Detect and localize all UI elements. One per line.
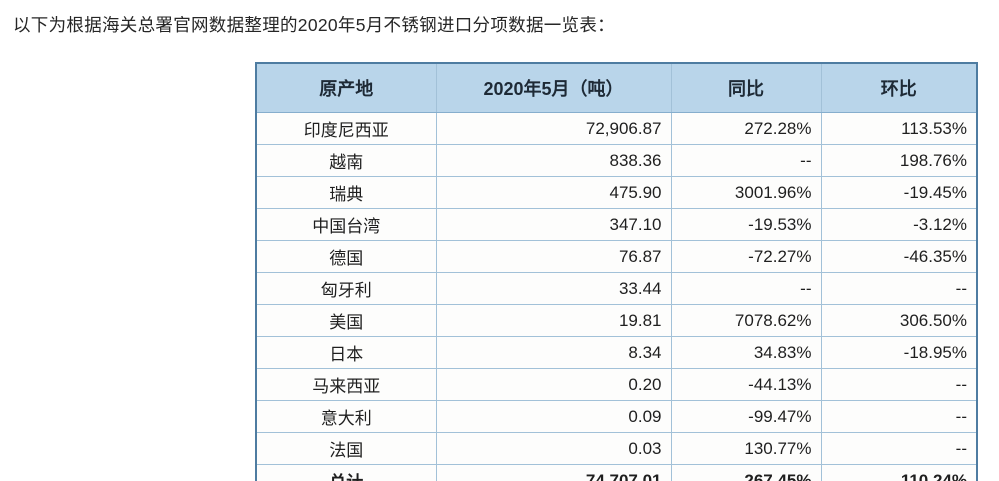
cell-mom: -18.95% xyxy=(820,336,978,369)
cell-yoy: -- xyxy=(670,272,822,305)
header-mom: 环比 xyxy=(820,62,978,113)
header-volume: 2020年5月（吨） xyxy=(435,62,672,113)
cell-yoy: -- xyxy=(670,144,822,177)
table-row: 越南 838.36 -- 198.76% xyxy=(255,144,978,177)
header-row: 原产地 2020年5月（吨） 同比 环比 xyxy=(255,62,978,113)
cell-origin: 德国 xyxy=(255,240,437,273)
cell-volume: 8.34 xyxy=(435,336,672,369)
total-origin: 总计 xyxy=(255,464,437,481)
cell-yoy: 272.28% xyxy=(670,112,822,145)
cell-mom: -- xyxy=(820,368,978,401)
cell-yoy: -72.27% xyxy=(670,240,822,273)
cell-volume: 19.81 xyxy=(435,304,672,337)
cell-mom: -46.35% xyxy=(820,240,978,273)
total-row: 总计 74,707.01 267.45% 110.24% xyxy=(255,464,978,481)
cell-mom: -- xyxy=(820,400,978,433)
cell-mom: -19.45% xyxy=(820,176,978,209)
cell-volume: 33.44 xyxy=(435,272,672,305)
header-origin: 原产地 xyxy=(255,62,437,113)
cell-origin: 瑞典 xyxy=(255,176,437,209)
cell-volume: 0.03 xyxy=(435,432,672,465)
total-mom: 110.24% xyxy=(820,464,978,481)
table-body: 印度尼西亚 72,906.87 272.28% 113.53% 越南 838.3… xyxy=(255,112,978,465)
cell-volume: 347.10 xyxy=(435,208,672,241)
table-row: 印度尼西亚 72,906.87 272.28% 113.53% xyxy=(255,112,978,145)
cell-origin: 越南 xyxy=(255,144,437,177)
cell-yoy: -19.53% xyxy=(670,208,822,241)
cell-origin: 法国 xyxy=(255,432,437,465)
cell-yoy: 7078.62% xyxy=(670,304,822,337)
table-row: 匈牙利 33.44 -- -- xyxy=(255,272,978,305)
cell-yoy: 130.77% xyxy=(670,432,822,465)
cell-mom: -- xyxy=(820,272,978,305)
cell-mom: 113.53% xyxy=(820,112,978,145)
table-row: 中国台湾 347.10 -19.53% -3.12% xyxy=(255,208,978,241)
cell-volume: 475.90 xyxy=(435,176,672,209)
cell-mom: -- xyxy=(820,432,978,465)
cell-volume: 72,906.87 xyxy=(435,112,672,145)
table-row: 德国 76.87 -72.27% -46.35% xyxy=(255,240,978,273)
cell-yoy: 34.83% xyxy=(670,336,822,369)
cell-origin: 匈牙利 xyxy=(255,272,437,305)
cell-volume: 0.20 xyxy=(435,368,672,401)
import-data-table: 原产地 2020年5月（吨） 同比 环比 印度尼西亚 72,906.87 272… xyxy=(255,62,978,481)
table-row: 法国 0.03 130.77% -- xyxy=(255,432,978,465)
cell-origin: 印度尼西亚 xyxy=(255,112,437,145)
total-volume: 74,707.01 xyxy=(435,464,672,481)
total-yoy: 267.45% xyxy=(670,464,822,481)
cell-origin: 美国 xyxy=(255,304,437,337)
cell-origin: 马来西亚 xyxy=(255,368,437,401)
cell-origin: 日本 xyxy=(255,336,437,369)
header-yoy: 同比 xyxy=(670,62,822,113)
cell-yoy: -99.47% xyxy=(670,400,822,433)
cell-volume: 76.87 xyxy=(435,240,672,273)
table-row: 马来西亚 0.20 -44.13% -- xyxy=(255,368,978,401)
cell-origin: 中国台湾 xyxy=(255,208,437,241)
table-footer: 总计 74,707.01 267.45% 110.24% xyxy=(255,464,978,481)
import-data-table-wrap: 原产地 2020年5月（吨） 同比 环比 印度尼西亚 72,906.87 272… xyxy=(255,62,978,481)
cell-yoy: 3001.96% xyxy=(670,176,822,209)
cell-volume: 0.09 xyxy=(435,400,672,433)
page-title: 以下为根据海关总署官网数据整理的2020年5月不锈钢进口分项数据一览表： xyxy=(13,15,615,35)
table-row: 瑞典 475.90 3001.96% -19.45% xyxy=(255,176,978,209)
cell-mom: 198.76% xyxy=(820,144,978,177)
table-row: 意大利 0.09 -99.47% -- xyxy=(255,400,978,433)
cell-mom: 306.50% xyxy=(820,304,978,337)
cell-mom: -3.12% xyxy=(820,208,978,241)
table-row: 美国 19.81 7078.62% 306.50% xyxy=(255,304,978,337)
cell-yoy: -44.13% xyxy=(670,368,822,401)
cell-origin: 意大利 xyxy=(255,400,437,433)
cell-volume: 838.36 xyxy=(435,144,672,177)
table-header: 原产地 2020年5月（吨） 同比 环比 xyxy=(255,62,978,113)
table-row: 日本 8.34 34.83% -18.95% xyxy=(255,336,978,369)
